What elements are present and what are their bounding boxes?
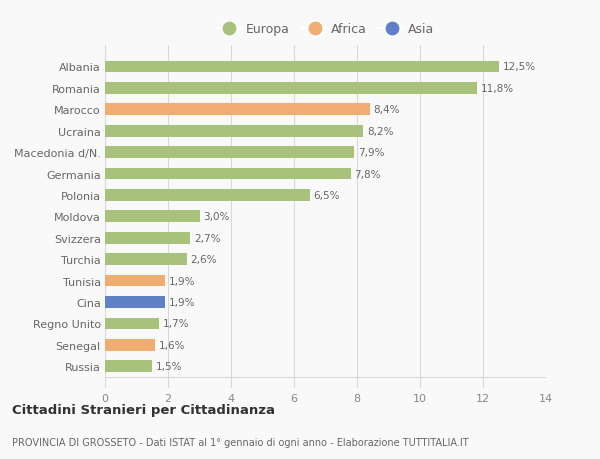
- Bar: [105, 339, 155, 351]
- Bar: [105, 275, 165, 287]
- Bar: [105, 104, 370, 116]
- Bar: [105, 232, 190, 244]
- Text: 8,4%: 8,4%: [373, 105, 400, 115]
- Bar: [105, 297, 165, 308]
- Text: 1,9%: 1,9%: [169, 297, 195, 308]
- Text: 3,0%: 3,0%: [203, 212, 230, 222]
- Bar: [105, 318, 158, 330]
- Bar: [105, 254, 187, 265]
- Text: 11,8%: 11,8%: [481, 84, 514, 94]
- Bar: [105, 62, 499, 73]
- Bar: [105, 83, 477, 95]
- Text: 7,9%: 7,9%: [358, 148, 384, 158]
- Text: 1,7%: 1,7%: [163, 319, 189, 329]
- Text: 8,2%: 8,2%: [367, 126, 394, 136]
- Text: 2,6%: 2,6%: [191, 255, 217, 264]
- Text: 12,5%: 12,5%: [503, 62, 536, 73]
- Bar: [105, 361, 152, 372]
- Text: Cittadini Stranieri per Cittadinanza: Cittadini Stranieri per Cittadinanza: [12, 403, 275, 416]
- Text: 2,7%: 2,7%: [194, 233, 220, 243]
- Text: 1,6%: 1,6%: [159, 340, 185, 350]
- Text: 1,9%: 1,9%: [169, 276, 195, 286]
- Text: 7,8%: 7,8%: [355, 169, 381, 179]
- Bar: [105, 126, 364, 137]
- Bar: [105, 168, 351, 180]
- Text: PROVINCIA DI GROSSETO - Dati ISTAT al 1° gennaio di ogni anno - Elaborazione TUT: PROVINCIA DI GROSSETO - Dati ISTAT al 1°…: [12, 437, 469, 447]
- Text: 6,5%: 6,5%: [314, 190, 340, 201]
- Text: 1,5%: 1,5%: [156, 361, 182, 371]
- Bar: [105, 147, 354, 159]
- Bar: [105, 190, 310, 202]
- Bar: [105, 211, 200, 223]
- Legend: Europa, Africa, Asia: Europa, Africa, Asia: [212, 18, 439, 41]
